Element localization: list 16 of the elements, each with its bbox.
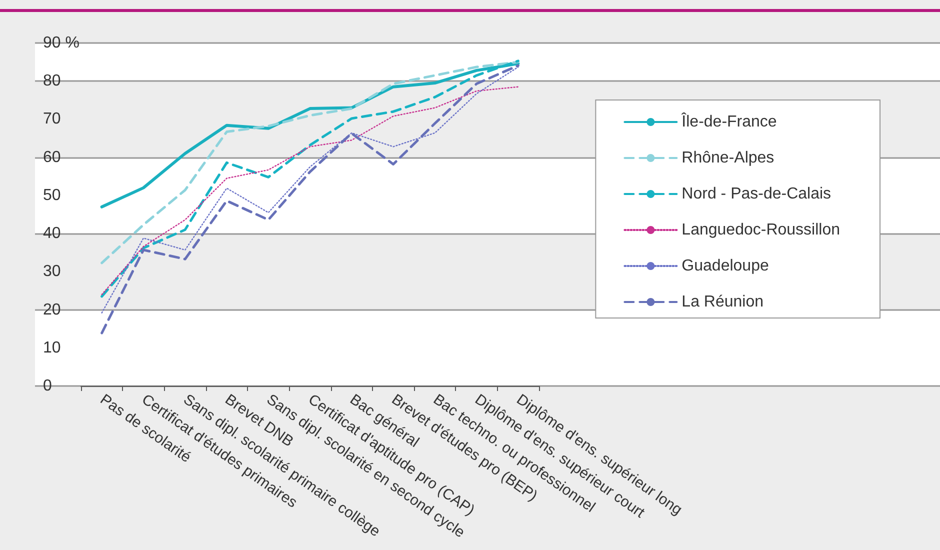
legend-label: Île-de-France	[680, 112, 777, 130]
y-tick-label: 10	[43, 339, 61, 356]
legend-label: Guadeloupe	[682, 258, 769, 274]
y-tick-label: 50	[43, 186, 61, 204]
y-tick-label: 80	[43, 72, 61, 90]
legend-label: Languedoc-Roussillon	[682, 222, 840, 238]
legend-label: Nord - Pas-de-Calais	[682, 186, 832, 202]
y-tick-label: 30	[43, 263, 61, 280]
legend-label: Rhône-Alpes	[682, 150, 774, 166]
y-tick-label: 0	[43, 378, 52, 394]
y-tick-label: 40	[43, 225, 61, 242]
y-tick-label: 60	[43, 148, 61, 166]
y-tick-label: 20	[43, 301, 61, 318]
y-tick-label: 70	[43, 110, 61, 128]
y-tick-label: 90 %	[43, 34, 80, 52]
legend-label: La Réunion	[682, 294, 764, 310]
